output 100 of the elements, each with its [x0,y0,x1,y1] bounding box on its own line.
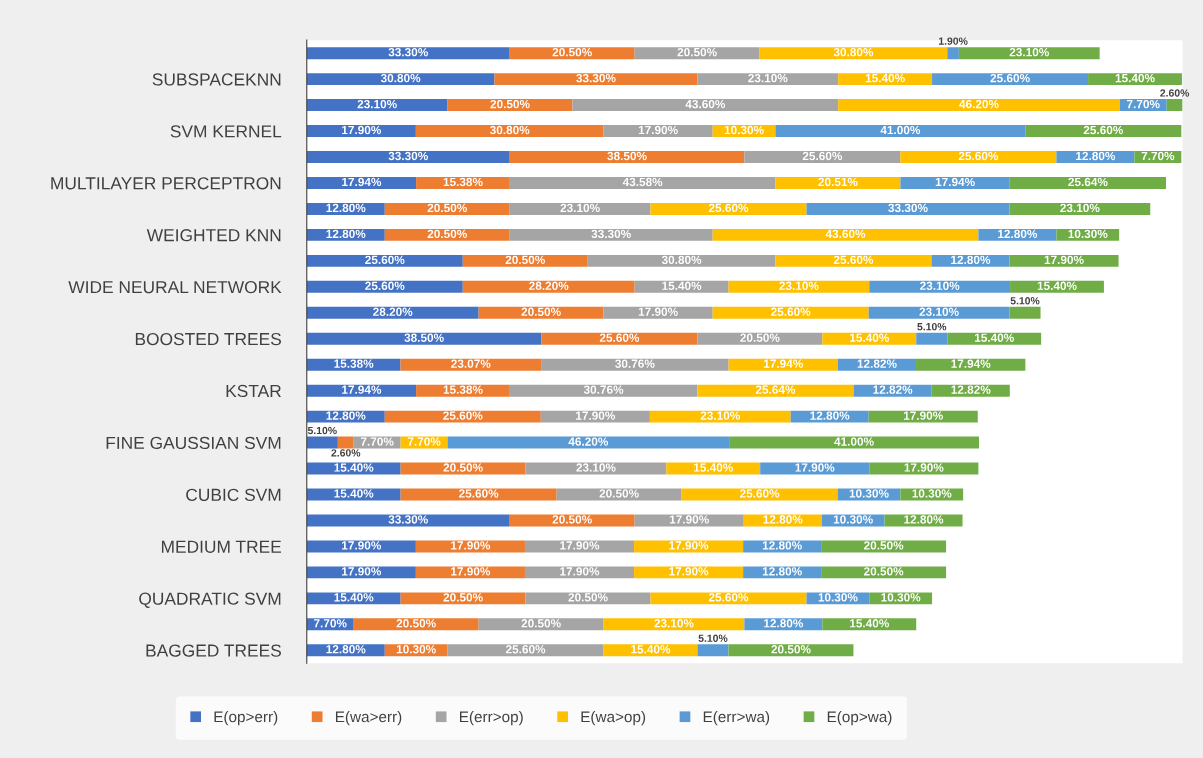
data-label: 17.90% [669,541,709,550]
data-label: 20.50% [427,203,467,213]
bar [634,540,744,553]
bar [759,47,948,60]
legend-label: E(err>op) [459,711,523,726]
bar [932,73,1089,86]
data-label: 30.80% [380,73,421,83]
data-label: 33.30% [388,47,428,57]
bar [1166,99,1183,112]
data-label: 17.94% [951,359,991,368]
bar [634,566,744,579]
y-tick-label: MEDIUM TREE [161,540,282,553]
bar [1009,254,1119,267]
data-label: 5.10% [917,322,947,331]
data-label: 33.30% [591,229,631,239]
data-label: 33.30% [388,515,428,524]
bar [306,384,417,397]
data-label: 20.50% [552,47,592,57]
legend-label: E(wa>err) [335,711,402,726]
data-label: 15.40% [974,333,1014,342]
bar [525,462,667,475]
data-label: 25.60% [708,203,749,213]
bar [541,332,698,345]
data-label: 43.60% [685,99,726,109]
data-label: 25.60% [739,489,780,498]
bar [649,410,791,423]
bar [806,202,1010,215]
data-label: 15.40% [334,463,374,472]
bar [1025,125,1182,138]
data-label: 20.50% [552,515,592,524]
data-label: 25.60% [505,645,546,654]
bar [744,151,901,163]
data-label: 12.80% [1076,151,1116,161]
bar [524,540,635,553]
data-label: 23.10% [1060,203,1100,213]
bar [712,306,869,319]
bar [306,176,417,189]
data-label: 15.38% [334,359,374,368]
data-label: 12.80% [762,541,802,550]
data-label: 20.50% [599,489,639,498]
bar [947,47,959,60]
data-label: 17.90% [638,307,678,316]
bar [306,514,510,527]
bar [541,358,729,371]
data-label: 23.07% [451,359,491,368]
bar [415,566,525,579]
data-label: 23.10% [560,203,600,213]
data-label: 33.30% [388,151,428,161]
bar [728,280,870,293]
data-label: 10.30% [818,593,858,602]
bar [400,358,542,371]
data-label: 23.10% [576,463,616,472]
data-label: 15.40% [631,645,671,654]
data-label: 7.70% [360,437,394,446]
legend-label: E(wa>op) [581,711,646,726]
data-label: 17.90% [451,541,491,550]
data-label: 25.60% [958,151,999,161]
bar [868,410,978,423]
data-label: 17.90% [1044,255,1084,265]
data-label: 10.30% [1068,229,1108,239]
data-label: 7.70% [1141,151,1175,161]
data-label: 23.10% [700,411,740,420]
bar [306,73,495,86]
data-label: 17.94% [342,385,382,394]
data-label: 7.70% [1127,99,1160,109]
data-label: 12.80% [326,645,366,654]
bar [1009,306,1041,319]
bar [775,125,1026,138]
y-tick-label: SUBSPACEKNN [152,73,281,86]
data-label: 20.50% [864,567,904,576]
data-label: 28.20% [529,281,569,290]
bar [384,410,541,423]
data-label: 10.30% [881,593,921,602]
data-label: 30.80% [661,255,702,265]
bar [916,332,948,345]
data-label: 25.64% [1068,177,1108,187]
y-tick-label: SVM KERNEL [170,125,282,138]
bar [415,540,525,553]
bar [728,644,854,657]
bar [603,306,713,319]
data-label: 17.90% [451,567,491,576]
data-label: 20.50% [521,619,561,628]
data-label: 17.90% [342,541,382,550]
bar [306,566,416,579]
bar [447,644,604,657]
data-label: 5.10% [698,634,728,642]
data-label: 15.40% [334,489,374,498]
data-label: 17.94% [935,177,975,187]
data-label: 20.50% [505,255,545,265]
data-label: 17.90% [342,125,382,135]
bar [306,254,463,267]
data-label: 23.10% [748,73,788,83]
data-label: 12.82% [873,385,913,394]
data-label: 28.20% [373,307,413,316]
data-label: 2.60% [331,449,361,457]
data-label: 20.50% [568,593,608,602]
y-tick-label: WEIGHTED KNN [146,229,281,242]
data-label: 20.50% [490,99,530,109]
bar [821,540,947,553]
data-label: 12.80% [326,411,366,420]
